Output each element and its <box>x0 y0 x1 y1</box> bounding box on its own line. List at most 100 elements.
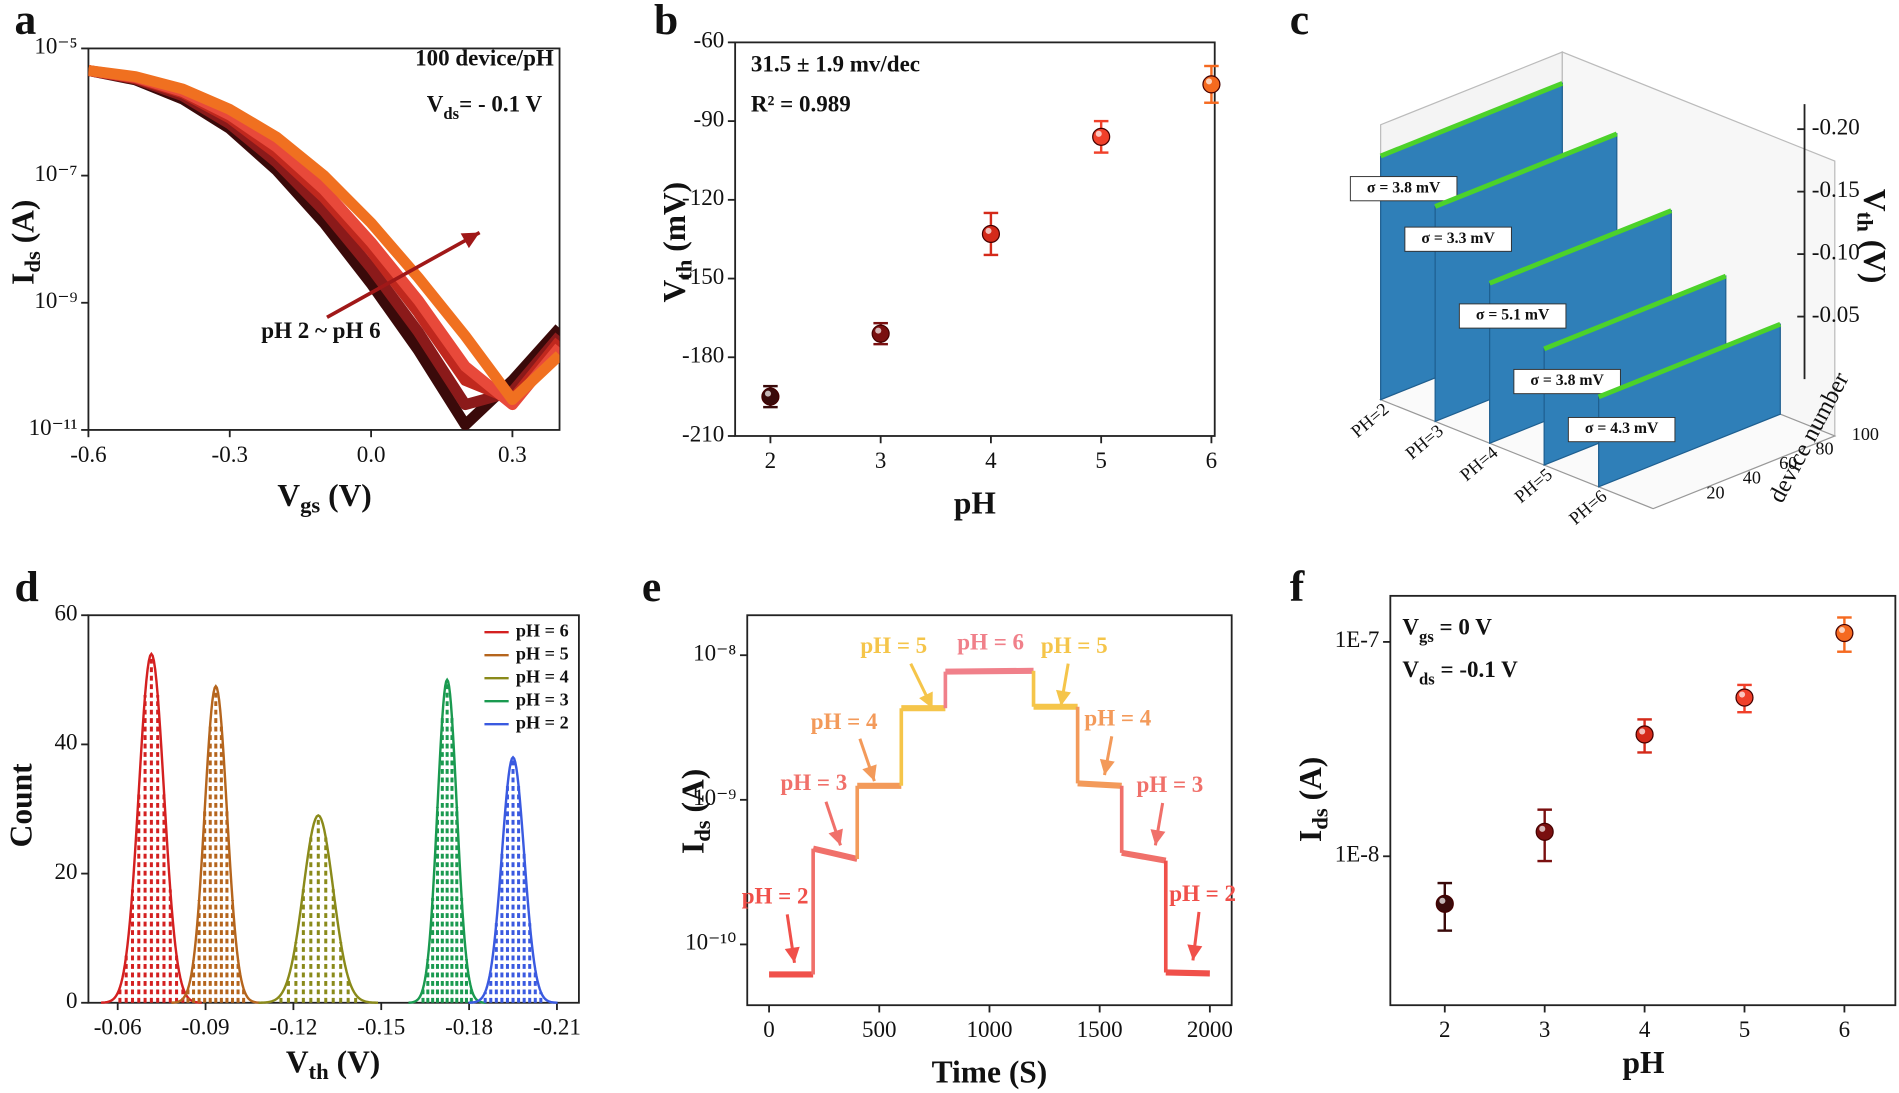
legend-label: pH = 4 <box>516 666 569 686</box>
point <box>1435 894 1454 913</box>
annotation: pH = 5 <box>860 632 927 658</box>
annotation-main: V <box>1402 656 1419 682</box>
arrow-shaft <box>326 230 481 319</box>
y-axis-label-sub: th <box>672 259 697 280</box>
annotation-main: pH = 2 <box>1169 880 1236 906</box>
x-axis-label: Time (S) <box>932 1055 1048 1090</box>
point <box>1835 623 1854 643</box>
gaussian-fit <box>258 814 379 1004</box>
x-axis-label: pH <box>1622 1045 1664 1080</box>
gaussian-fit <box>468 755 558 1004</box>
z-tick-label: -0.15 <box>1812 176 1860 202</box>
y-tick-label: 20 <box>55 858 78 884</box>
annotation: pH = 6 <box>957 629 1024 655</box>
y-axis-label: Vth (mV) <box>657 182 696 303</box>
z-tick-label: -0.20 <box>1812 113 1860 139</box>
gaussian-fit <box>100 651 202 1004</box>
x-tick-label: -0.06 <box>94 1014 142 1040</box>
y-axis-label-sub: ds <box>20 251 45 273</box>
panel-letter: a <box>15 0 37 44</box>
x-tick-label: -0.21 <box>533 1014 581 1040</box>
arrow-head <box>1150 829 1166 846</box>
x-tick-label: 4 <box>985 447 997 473</box>
arrow-head <box>828 828 843 846</box>
point <box>1092 127 1111 146</box>
point-highlight <box>875 327 882 334</box>
device-tick-label: 80 <box>1815 439 1833 459</box>
annotation: 100 device/pH <box>415 45 554 71</box>
annotation: pH = 2 <box>1169 880 1236 906</box>
step-segment <box>1077 780 1122 789</box>
y-tick-label: -60 <box>694 27 725 53</box>
category-label: PH=2 <box>1347 399 1392 442</box>
panel-letter: c <box>1290 0 1309 44</box>
x-axis-label: Vth (V) <box>286 1045 380 1084</box>
annotation-rest: = -0.1 V <box>1435 656 1518 682</box>
step-segment <box>812 845 858 862</box>
wall-top <box>1379 81 1564 159</box>
arrow-head <box>919 691 933 709</box>
y-tick-label: 1E-8 <box>1335 841 1380 867</box>
z-axis-label-sub: th <box>1852 212 1877 233</box>
annotation: R² = 0.989 <box>751 91 851 117</box>
annotation-main: pH 2 ~ pH 6 <box>261 317 380 343</box>
legend-label: pH = 6 <box>516 620 569 640</box>
annotation: Vds = -0.1 V <box>1402 656 1518 688</box>
z-axis-label: Vth (V) <box>1852 189 1891 283</box>
point-highlight <box>1539 825 1546 832</box>
x-axis-label-main: V <box>286 1045 309 1080</box>
panel-letter: b <box>654 0 678 44</box>
annotation-main: pH = 4 <box>1084 705 1151 731</box>
y-axis-label-main: I <box>676 842 711 854</box>
gaussian-fit <box>408 677 486 1004</box>
z-tick-label: -0.05 <box>1812 301 1860 327</box>
point-highlight <box>1439 897 1446 904</box>
point <box>981 224 1001 244</box>
y-axis-label-rest: (A) <box>6 200 41 252</box>
y-tick-label: 1E-7 <box>1335 626 1380 652</box>
sigma-box <box>1404 226 1512 252</box>
point <box>1635 725 1654 744</box>
point <box>761 387 780 406</box>
y-axis-label: Ids (A) <box>676 769 715 854</box>
category-label: PH=6 <box>1565 486 1610 529</box>
y-axis-label: Ids (A) <box>6 200 45 285</box>
annotation-sub: gs <box>1419 627 1434 646</box>
x-tick-label: 0.0 <box>357 441 386 467</box>
panel-letter: f <box>1290 563 1305 611</box>
x-tick-label: 1000 <box>966 1016 1012 1042</box>
x-axis-label-main: V <box>277 478 300 513</box>
x-tick-label: 5 <box>1095 447 1107 473</box>
x-axis-label-sub: th <box>309 1059 330 1084</box>
annotation-main: 100 device/pH <box>415 45 554 71</box>
annotation-rest: = 0 V <box>1434 614 1492 640</box>
x-axis-label: pH <box>954 485 996 520</box>
sigma-label: σ = 5.1 mV <box>1476 307 1550 324</box>
point-highlight <box>1095 130 1102 137</box>
y-tick-label: -180 <box>682 342 724 368</box>
curve <box>88 65 560 406</box>
point-highlight <box>1838 626 1846 634</box>
device-tick-label: 40 <box>1743 468 1761 488</box>
point <box>871 324 890 343</box>
arrow-head <box>1056 689 1071 707</box>
point-highlight <box>764 390 772 397</box>
annotation: pH = 4 <box>811 709 878 735</box>
sigma-box <box>1349 176 1458 202</box>
sigma-label: σ = 3.8 mV <box>1367 179 1441 196</box>
step-segment <box>1165 969 1210 977</box>
y-tick-label: 10⁻⁷ <box>34 160 77 186</box>
x-tick-label: -0.15 <box>357 1014 405 1040</box>
z-axis-label-rest: (V) <box>1857 232 1892 284</box>
y-tick-label: -150 <box>682 263 724 289</box>
plot-frame <box>734 41 1216 437</box>
curve <box>88 65 560 411</box>
x-tick-label: 4 <box>1639 1016 1651 1042</box>
y-tick-label: 10⁻⁹ <box>34 287 77 313</box>
panel-letter: d <box>15 563 39 611</box>
point <box>1202 75 1221 94</box>
arrow-head <box>784 946 800 963</box>
y-axis-label-rest: (mV) <box>657 182 692 260</box>
point-highlight <box>1639 728 1646 735</box>
annotation-sub: ds <box>1419 669 1435 688</box>
